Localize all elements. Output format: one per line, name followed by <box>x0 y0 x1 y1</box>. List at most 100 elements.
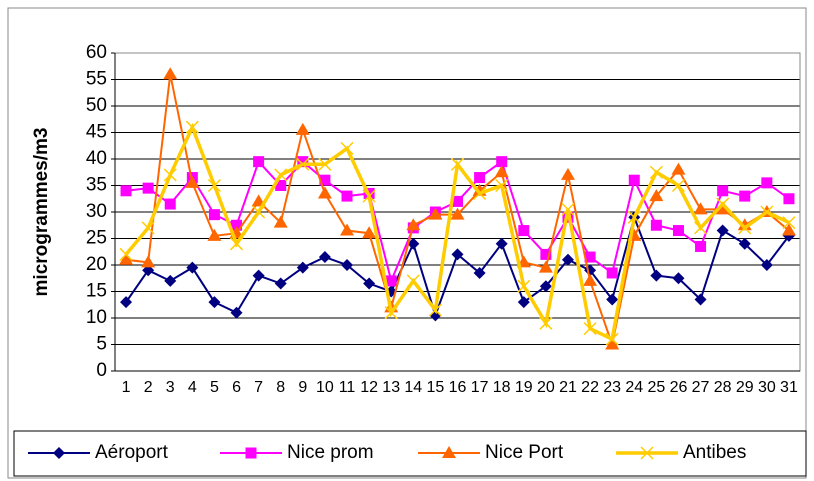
data-point <box>715 202 730 215</box>
x-tick-label: 31 <box>780 379 798 396</box>
data-point <box>185 120 199 134</box>
data-point <box>606 267 618 279</box>
data-point <box>495 237 508 250</box>
x-tick-label: 1 <box>122 379 131 396</box>
y-tick-label: 25 <box>86 228 107 249</box>
data-point <box>186 261 199 274</box>
data-point <box>761 177 773 189</box>
y-tick-label: 55 <box>86 69 107 90</box>
x-tick-label: 14 <box>404 379 422 396</box>
data-point <box>583 273 598 286</box>
x-tick-label: 7 <box>254 379 263 396</box>
data-point <box>141 255 156 268</box>
data-point <box>782 216 796 230</box>
data-point <box>672 272 685 285</box>
x-tick-label: 27 <box>692 379 710 396</box>
data-point <box>428 207 443 220</box>
data-point <box>428 303 442 317</box>
x-tick-label: 8 <box>276 379 285 396</box>
x-tick-label: 29 <box>736 379 754 396</box>
data-point <box>627 210 641 224</box>
data-point <box>649 165 663 179</box>
data-point <box>539 316 553 330</box>
data-point <box>274 168 288 182</box>
data-point <box>518 225 530 237</box>
data-point <box>208 209 220 221</box>
legend-label: Nice prom <box>287 442 374 463</box>
data-point <box>517 279 531 293</box>
data-point <box>363 277 376 290</box>
legend-marker <box>442 446 456 458</box>
y-tick-label: 30 <box>86 201 107 222</box>
data-point <box>539 280 552 293</box>
x-tick-label: 26 <box>670 379 688 396</box>
data-point <box>738 221 752 235</box>
x-tick-label: 21 <box>559 379 577 396</box>
data-point <box>671 178 685 193</box>
data-point <box>494 165 509 178</box>
data-point <box>606 293 619 306</box>
data-point <box>385 275 397 287</box>
data-point <box>693 202 708 215</box>
data-point <box>362 226 377 239</box>
data-point <box>318 157 332 171</box>
data-point <box>605 337 620 350</box>
data-point <box>230 306 243 319</box>
x-tick-label: 22 <box>581 379 599 396</box>
x-tick-label: 3 <box>166 379 175 396</box>
data-point <box>120 296 133 309</box>
data-point <box>163 168 177 182</box>
data-point <box>695 240 707 252</box>
data-point <box>141 221 155 235</box>
data-point <box>317 186 332 199</box>
data-point <box>253 156 265 168</box>
y-tick-label: 35 <box>86 175 107 196</box>
data-point <box>362 189 376 203</box>
data-point <box>583 322 597 336</box>
data-point <box>450 157 465 171</box>
x-tick-label: 12 <box>360 379 378 396</box>
y-tick-label: 0 <box>96 360 107 381</box>
legend-marker <box>245 447 257 459</box>
data-point <box>650 219 662 231</box>
data-point <box>119 247 133 261</box>
data-point <box>538 260 553 273</box>
data-point <box>495 178 509 193</box>
y-tick-label: 60 <box>86 42 107 63</box>
data-point <box>296 261 309 274</box>
data-point <box>119 252 134 265</box>
data-point <box>760 205 774 219</box>
data-point <box>783 193 795 205</box>
data-point <box>319 174 331 186</box>
legend-marker <box>53 447 65 459</box>
data-point <box>207 178 221 193</box>
data-point <box>406 274 420 288</box>
data-point <box>120 185 132 197</box>
data-point <box>142 182 154 194</box>
data-point <box>273 215 288 228</box>
data-point <box>452 195 463 207</box>
legend-label: Aéroport <box>95 442 169 463</box>
x-tick-label: 19 <box>515 379 533 396</box>
data-point <box>275 180 287 191</box>
data-point <box>164 198 176 210</box>
data-point <box>340 141 354 155</box>
x-tick-label: 25 <box>647 379 665 396</box>
x-tick-label: 18 <box>493 379 511 396</box>
x-tick-label: 11 <box>339 379 356 396</box>
y-tick-label: 15 <box>86 281 107 302</box>
data-point <box>296 157 310 171</box>
x-tick-label: 16 <box>449 379 467 396</box>
y-tick-label: 45 <box>86 122 107 143</box>
x-tick-label: 10 <box>316 379 334 396</box>
y-tick-label: 40 <box>86 148 107 169</box>
data-point <box>384 306 398 320</box>
data-point <box>163 67 178 80</box>
data-point <box>649 189 664 202</box>
legend-marker <box>640 446 654 460</box>
data-point <box>738 237 751 250</box>
data-point <box>781 223 796 236</box>
data-point <box>164 274 177 287</box>
data-point <box>473 186 487 200</box>
data-point <box>451 248 464 261</box>
